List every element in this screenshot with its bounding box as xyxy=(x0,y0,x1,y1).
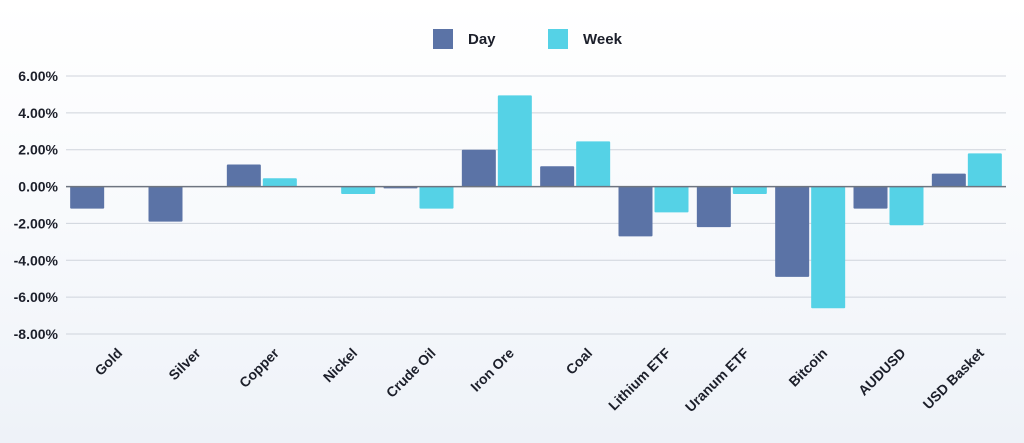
bar-day-usd-basket xyxy=(931,173,966,187)
legend-label-day: Day xyxy=(468,31,496,48)
x-category-label: Gold xyxy=(91,345,125,379)
legend: Day Week xyxy=(433,29,623,49)
bar-day-lithium-etf xyxy=(618,186,653,237)
bar-day-copper xyxy=(226,164,261,187)
bar-week-usd-basket xyxy=(967,153,1002,187)
bar-week-bitcoin xyxy=(811,186,846,309)
y-tick-label: -6.00% xyxy=(14,289,59,305)
x-category-label: AUDUSD xyxy=(855,345,909,399)
x-category-label: USD Basket xyxy=(920,345,988,413)
bar-week-audusd xyxy=(889,186,924,226)
bars xyxy=(70,95,1002,309)
legend-swatch-week xyxy=(548,29,568,49)
x-category-label: Silver xyxy=(165,344,204,383)
y-tick-label: 4.00% xyxy=(18,105,58,121)
x-category-label: Uranum ETF xyxy=(682,344,752,414)
x-category-label: Lithium ETF xyxy=(605,345,674,414)
bar-day-audusd xyxy=(853,186,888,209)
y-tick-label: -8.00% xyxy=(14,326,59,342)
x-category-label: Nickel xyxy=(320,345,360,385)
x-axis-labels: Gold Silver Copper Nickel Crude Oil Iron Ore C… xyxy=(91,344,987,415)
bar-week-crude-oil xyxy=(419,186,454,209)
bar-week-copper xyxy=(262,178,297,187)
legend-label-week: Week xyxy=(583,31,623,48)
bar-day-gold xyxy=(70,186,105,209)
bar-week-uranum-etf xyxy=(732,186,767,194)
x-category-label: Coal xyxy=(563,345,596,378)
y-tick-label: -2.00% xyxy=(14,215,59,231)
y-tick-label: 0.00% xyxy=(18,179,58,195)
bar-day-uranum-etf xyxy=(696,186,731,228)
bar-day-silver xyxy=(148,186,183,222)
legend-swatch-day xyxy=(433,29,453,49)
x-category-label: Iron Ore xyxy=(467,345,517,395)
y-tick-label: -4.00% xyxy=(14,252,59,268)
bar-week-nickel xyxy=(341,186,376,194)
x-category-label: Crude Oil xyxy=(383,345,439,401)
bar-day-iron-ore xyxy=(461,149,496,187)
bar-week-lithium-etf xyxy=(654,186,689,213)
bar-day-coal xyxy=(540,166,575,187)
gridlines xyxy=(66,75,1006,335)
x-category-label: Bitcoin xyxy=(785,345,830,390)
bar-week-coal xyxy=(576,141,611,187)
y-axis-ticks: 6.00% 4.00% 2.00% 0.00% -2.00% -4.00% -6.00% -8… xyxy=(14,68,59,342)
y-tick-label: 6.00% xyxy=(18,68,58,84)
y-tick-label: 2.00% xyxy=(18,142,58,158)
bar-day-bitcoin xyxy=(775,186,810,277)
bar-week-iron-ore xyxy=(497,95,532,187)
x-category-label: Copper xyxy=(236,344,282,390)
